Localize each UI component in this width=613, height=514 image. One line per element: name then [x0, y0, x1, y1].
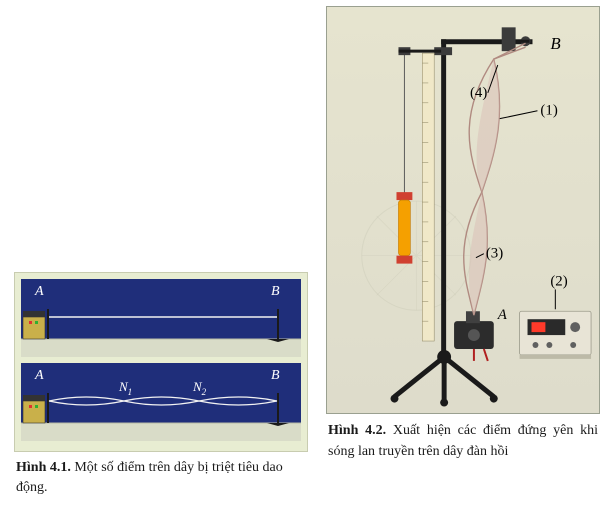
label-B: B — [550, 34, 560, 53]
label-3: (3) — [486, 246, 503, 262]
figure-4-1-frame: A B — [14, 272, 308, 452]
label-A-bot: A — [34, 368, 44, 383]
figure-4-1-number: Hình 4.1. — [16, 460, 71, 475]
label-4: (4) — [470, 85, 487, 101]
figure-4-2-number: Hình 4.2. — [328, 423, 386, 438]
figure-4-1: A B — [14, 272, 308, 499]
label-A: A — [497, 307, 508, 323]
figure-4-1-panel-bottom: A B N1 N2 — [21, 363, 301, 441]
label-2: (2) — [550, 273, 567, 289]
vibrator-motor — [454, 311, 494, 361]
ruler — [422, 53, 434, 341]
figure-4-2-photo: B (1) (4) (3) (2) A — [326, 6, 600, 414]
figure-4-1-panel-top: A B — [21, 279, 301, 357]
figure-4-2-caption: Hình 4.2. Xuất hiện các điểm đứng yên kh… — [326, 420, 600, 462]
signal-generator — [520, 311, 591, 359]
figure-4-2: B (1) (4) (3) (2) A Hình 4.2. Xuất hiện … — [326, 6, 600, 462]
label-A-top: A — [34, 284, 44, 299]
label-B-bot: B — [271, 368, 280, 383]
label-1: (1) — [540, 103, 557, 119]
figure-4-1-caption: Hình 4.1. Một số điểm trên dây bị triệt … — [14, 458, 308, 499]
hanging-weight — [396, 53, 412, 263]
stand-pole — [441, 39, 446, 359]
label-B-top: B — [271, 284, 280, 299]
